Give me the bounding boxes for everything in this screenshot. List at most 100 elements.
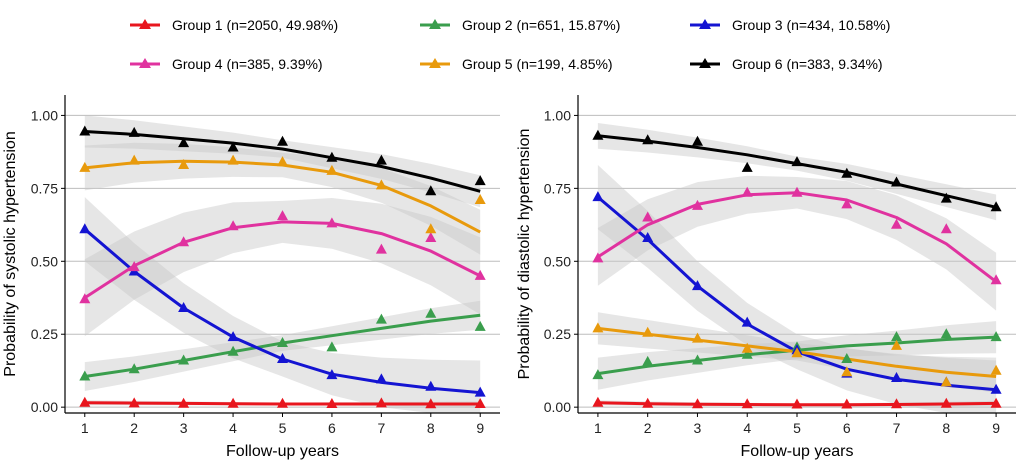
point-group2-year-8 bbox=[940, 328, 952, 339]
point-group6-year-1 bbox=[79, 125, 91, 136]
x-tick-label: 8 bbox=[942, 420, 950, 436]
point-group2-year-4 bbox=[741, 348, 753, 359]
legend-triangle-icon bbox=[429, 58, 441, 68]
legend: Group 1 (n=2050, 49.98%) Group 2 (n=651, … bbox=[130, 17, 890, 72]
point-group6-year-4 bbox=[227, 141, 239, 152]
x-tick-label: 4 bbox=[743, 420, 751, 436]
point-group5-year-6 bbox=[326, 164, 338, 175]
point-group3-year-6 bbox=[326, 369, 338, 380]
point-group1-year-6 bbox=[841, 398, 853, 409]
point-group4-year-6 bbox=[841, 198, 853, 209]
legend-item-group2: Group 2 (n=651, 15.87%) bbox=[420, 17, 620, 33]
point-group6-year-8 bbox=[940, 192, 952, 203]
legend-triangle-icon bbox=[699, 58, 711, 68]
point-group6-year-3 bbox=[178, 137, 190, 148]
point-group5-year-5 bbox=[277, 156, 288, 167]
legend-item-group5: Group 5 (n=199, 4.85%) bbox=[420, 56, 613, 72]
point-group1-year-1 bbox=[592, 396, 604, 407]
point-group1-year-3 bbox=[692, 398, 703, 409]
point-group4-year-4 bbox=[227, 220, 239, 231]
legend-item-group4: Group 4 (n=385, 9.39%) bbox=[130, 56, 323, 72]
point-group5-year-3 bbox=[692, 332, 703, 343]
point-group3-year-5 bbox=[277, 353, 288, 363]
y-tick-label: 0.25 bbox=[31, 326, 58, 342]
x-axis-title: Follow-up years bbox=[741, 443, 854, 460]
point-group6-year-5 bbox=[277, 135, 288, 146]
line-group6 bbox=[84, 130, 481, 193]
y-axis-title: Probability of systolic hypertension bbox=[2, 131, 19, 376]
point-group5-year-2 bbox=[642, 326, 654, 337]
point-group1-year-9 bbox=[474, 398, 486, 408]
legend-item-group3: Group 3 (n=434, 10.58%) bbox=[690, 17, 890, 33]
point-group2-year-8 bbox=[425, 307, 437, 318]
point-group2-year-2 bbox=[128, 363, 140, 374]
x-tick-label: 4 bbox=[229, 420, 237, 436]
point-group4-year-9 bbox=[990, 274, 1002, 285]
point-group5-year-1 bbox=[79, 161, 91, 172]
point-group6-year-6 bbox=[841, 167, 853, 178]
legend-label: Group 4 (n=385, 9.39%) bbox=[172, 56, 323, 72]
point-group6-year-9 bbox=[990, 201, 1002, 212]
point-group1-year-3 bbox=[178, 397, 190, 408]
x-tick-label: 7 bbox=[377, 420, 385, 436]
point-group4-year-6 bbox=[326, 217, 338, 228]
legend-triangle-icon bbox=[429, 19, 441, 29]
point-group4-year-4 bbox=[741, 186, 753, 197]
point-group4-year-3 bbox=[692, 199, 703, 210]
point-group1-year-9 bbox=[990, 397, 1002, 408]
point-group2-year-6 bbox=[326, 341, 338, 352]
point-group3-year-1 bbox=[592, 191, 604, 202]
y-tick-label: 0.25 bbox=[544, 326, 571, 342]
legend-triangle-icon bbox=[139, 58, 151, 68]
point-group3-year-4 bbox=[227, 331, 239, 342]
point-group6-year-2 bbox=[128, 126, 140, 137]
x-tick-label: 2 bbox=[130, 420, 138, 436]
y-tick-label: 1.00 bbox=[31, 107, 58, 123]
point-group5-year-8 bbox=[940, 376, 952, 387]
y-tick-label: 0.75 bbox=[544, 180, 571, 196]
point-group4-year-1 bbox=[592, 252, 604, 263]
point-group3-year-3 bbox=[692, 280, 703, 291]
point-group5-year-6 bbox=[841, 366, 853, 377]
point-group3-year-9 bbox=[990, 383, 1002, 394]
point-group6-year-4 bbox=[741, 161, 753, 172]
point-group3-year-2 bbox=[642, 232, 654, 242]
point-group1-year-2 bbox=[128, 397, 140, 408]
point-group5-year-7 bbox=[375, 179, 387, 190]
point-group2-year-4 bbox=[227, 345, 239, 356]
point-group4-year-5 bbox=[277, 210, 288, 221]
x-tick-label: 9 bbox=[992, 420, 1000, 436]
x-tick-label: 6 bbox=[843, 420, 851, 436]
point-group5-year-1 bbox=[592, 322, 604, 333]
point-group1-year-2 bbox=[642, 397, 654, 408]
point-group3-year-4 bbox=[741, 316, 753, 327]
point-group3-year-3 bbox=[178, 302, 190, 312]
confidence-bands bbox=[597, 123, 997, 413]
point-group6-year-5 bbox=[791, 156, 803, 167]
point-group4-year-1 bbox=[79, 293, 91, 304]
legend-label: Group 6 (n=383, 9.34%) bbox=[732, 56, 883, 72]
point-group2-year-1 bbox=[79, 370, 91, 381]
point-group1-year-7 bbox=[891, 398, 902, 409]
axes: 0.00 0.25 0.50 0.75 1.00 1 2 3 4 5 6 7 8 9 bbox=[544, 95, 1016, 436]
observed-points bbox=[592, 129, 1002, 409]
x-tick-label: 9 bbox=[476, 420, 484, 436]
y-tick-label: 0.00 bbox=[31, 399, 58, 415]
point-group5-year-9 bbox=[474, 194, 486, 204]
point-group4-year-3 bbox=[178, 236, 190, 247]
legend-label: Group 5 (n=199, 4.85%) bbox=[462, 56, 613, 72]
point-group5-year-4 bbox=[227, 154, 239, 165]
y-tick-label: 1.00 bbox=[544, 107, 571, 123]
point-group3-year-7 bbox=[891, 372, 902, 382]
point-group1-year-6 bbox=[326, 398, 338, 408]
point-group3-year-1 bbox=[79, 223, 91, 234]
point-group5-year-8 bbox=[425, 223, 437, 234]
diastolic-panel: 0.00 0.25 0.50 0.75 1.00 1 2 3 4 5 6 7 8 9 Follow-up y… bbox=[516, 95, 1016, 460]
point-group6-year-6 bbox=[326, 151, 338, 162]
y-tick-label: 0.50 bbox=[544, 253, 571, 269]
point-group5-year-5 bbox=[791, 347, 803, 358]
point-group1-year-7 bbox=[375, 397, 387, 408]
point-group1-year-8 bbox=[940, 397, 952, 408]
point-group6-year-7 bbox=[375, 154, 387, 165]
